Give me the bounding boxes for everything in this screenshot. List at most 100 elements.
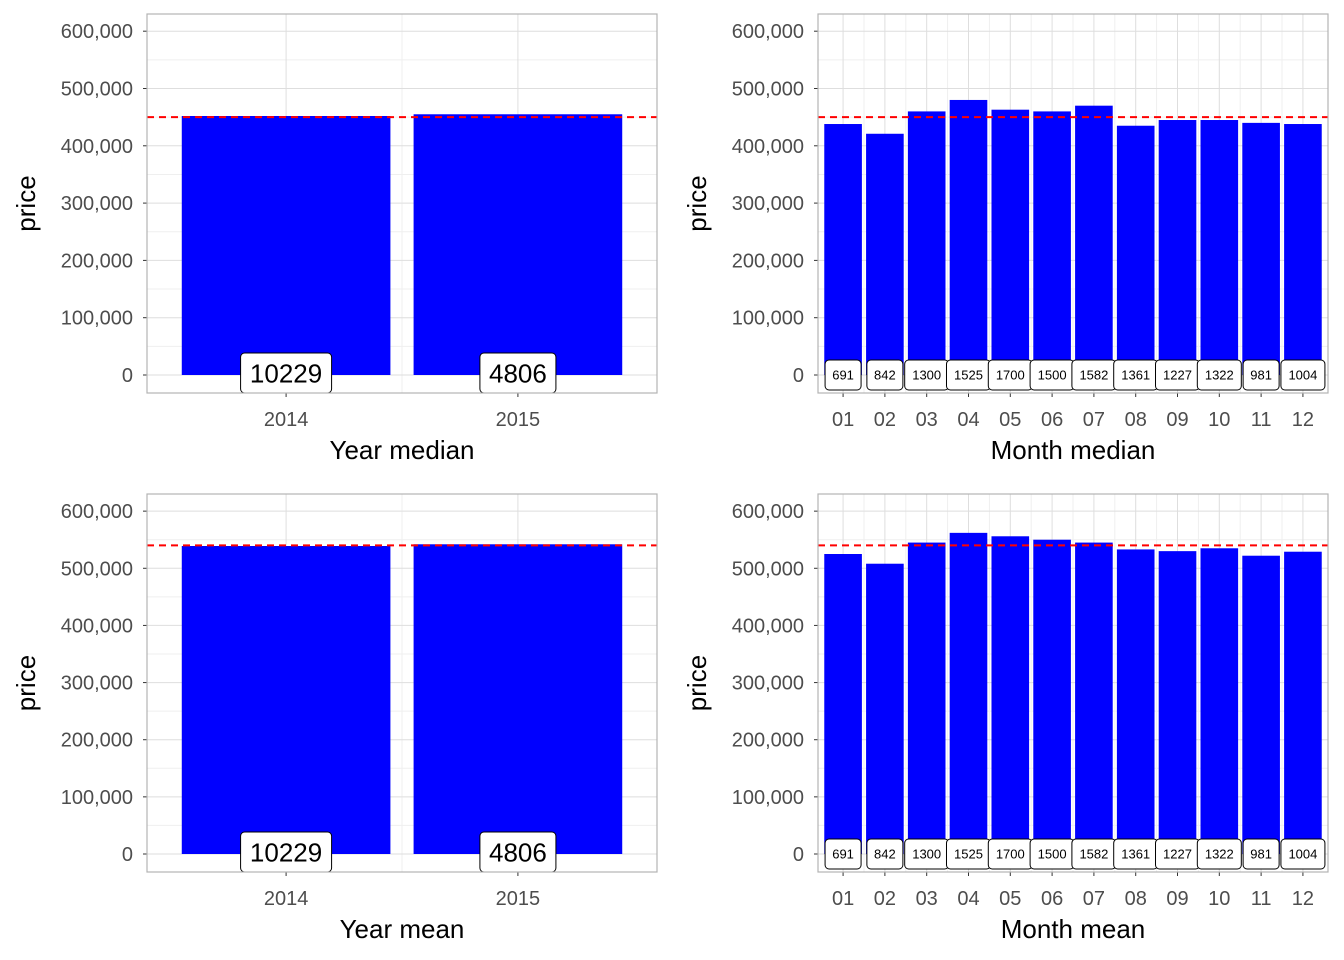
- count-label: 1322: [1205, 368, 1234, 383]
- x-tick-label: 06: [1041, 409, 1063, 431]
- count-label: 1004: [1288, 368, 1317, 383]
- x-tick-label: 05: [999, 888, 1021, 910]
- count-label: 1300: [912, 368, 941, 383]
- x-axis-title: Month median: [991, 435, 1156, 465]
- count-label: 842: [874, 847, 896, 862]
- x-tick-label: 08: [1125, 888, 1147, 910]
- panel-border: [146, 493, 658, 873]
- x-axis-title: Year mean: [340, 914, 465, 944]
- bar: [1116, 125, 1155, 375]
- y-tick-label: 100,000: [61, 787, 133, 809]
- y-tick-label: 600,000: [732, 501, 804, 523]
- y-tick-label: 500,000: [61, 78, 133, 100]
- x-tick-label: 09: [1166, 409, 1188, 431]
- bar: [1075, 542, 1113, 854]
- y-tick-label: 100,000: [61, 308, 133, 330]
- y-tick-label: 300,000: [61, 673, 133, 695]
- panel-border: [146, 13, 658, 394]
- count-label: 1525: [954, 847, 983, 862]
- bar: [1158, 120, 1197, 375]
- y-tick-label: 300,000: [732, 673, 804, 695]
- x-tick-label: 11: [1251, 888, 1272, 910]
- y-tick-label: 300,000: [61, 193, 133, 215]
- x-tick-label: 07: [1083, 888, 1105, 910]
- bar: [181, 546, 391, 854]
- count-label: 842: [874, 368, 896, 383]
- x-tick-label: 12: [1292, 409, 1314, 431]
- x-tick-label: 06: [1041, 888, 1063, 910]
- bar: [413, 544, 623, 854]
- count-label-box: [1196, 838, 1242, 870]
- count-label: 4806: [489, 837, 547, 867]
- y-tick-label: 100,000: [732, 308, 804, 330]
- bar: [991, 109, 1030, 375]
- x-axis-title: Month mean: [1001, 914, 1146, 944]
- bar: [907, 542, 946, 854]
- x-tick-label: 2015: [496, 409, 541, 431]
- x-tick-label: 12: [1292, 888, 1314, 910]
- bar: [1284, 551, 1322, 854]
- y-tick-label: 200,000: [732, 250, 804, 272]
- y-tick-label: 300,000: [732, 193, 804, 215]
- panel-border: [817, 493, 1329, 873]
- y-tick-label: 100,000: [732, 787, 804, 809]
- y-axis-title: price: [11, 175, 41, 231]
- x-tick-label: 04: [957, 409, 979, 431]
- count-label: 4806: [489, 358, 547, 388]
- count-label: 1361: [1121, 847, 1150, 862]
- y-tick-label: 400,000: [61, 615, 133, 637]
- count-label: 1361: [1121, 368, 1150, 383]
- count-label: 1227: [1163, 368, 1192, 383]
- x-tick-label: 01: [832, 409, 854, 431]
- bar: [949, 532, 988, 854]
- chart-panel-1: 0 100,000 200,000 300,000 400,000 500,000 600,…: [11, 13, 658, 465]
- count-label-box: [1196, 359, 1242, 391]
- y-tick-label: 400,000: [732, 615, 804, 637]
- bar: [1033, 111, 1071, 376]
- x-tick-label: 09: [1166, 888, 1188, 910]
- count-label: 10229: [250, 837, 322, 867]
- count-label-box: [866, 359, 904, 391]
- bar: [1242, 555, 1280, 854]
- count-label-box: [824, 359, 862, 391]
- count-label: 1500: [1038, 368, 1067, 383]
- x-tick-label: 02: [874, 888, 896, 910]
- x-axis-title: Year median: [329, 435, 474, 465]
- y-tick-label: 200,000: [61, 250, 133, 272]
- bar: [866, 133, 904, 375]
- x-tick-label: 03: [916, 888, 938, 910]
- x-tick-label: 11: [1251, 409, 1272, 431]
- y-axis-title: price: [682, 175, 712, 231]
- y-axis-title: price: [682, 655, 712, 711]
- count-label: 10229: [250, 358, 322, 388]
- y-tick-label: 0: [793, 844, 804, 866]
- y-axis-title: price: [11, 655, 41, 711]
- chart-panel-3: 0 100,000 200,000 300,000 400,000 500,000 600,…: [11, 493, 658, 944]
- count-label: 691: [832, 847, 854, 862]
- count-label-box: [1280, 838, 1326, 870]
- count-label-box: [1242, 838, 1280, 870]
- y-tick-label: 500,000: [61, 558, 133, 580]
- x-tick-label: 10: [1208, 409, 1230, 431]
- x-tick-label: 03: [916, 409, 938, 431]
- bar: [949, 99, 988, 375]
- y-tick-label: 0: [122, 844, 133, 866]
- y-tick-label: 500,000: [732, 78, 804, 100]
- chart-panel-2: 0 100,000 200,000 300,000 400,000 500,000 600,…: [682, 13, 1329, 465]
- count-label: 1322: [1205, 847, 1234, 862]
- y-tick-label: 0: [793, 365, 804, 387]
- count-label: 1700: [996, 847, 1025, 862]
- chart-panel-4: 0 100,000 200,000 300,000 400,000 500,000 600,…: [682, 493, 1329, 944]
- count-label: 1582: [1079, 847, 1108, 862]
- y-tick-label: 600,000: [732, 21, 804, 43]
- x-tick-label: 08: [1125, 409, 1147, 431]
- x-tick-label: 01: [832, 888, 854, 910]
- bar: [1200, 120, 1239, 375]
- count-label: 1525: [954, 368, 983, 383]
- panel-border: [817, 13, 1329, 394]
- x-tick-label: 04: [957, 888, 979, 910]
- count-label: 981: [1250, 847, 1272, 862]
- bar: [1158, 551, 1197, 854]
- bar: [1284, 124, 1322, 376]
